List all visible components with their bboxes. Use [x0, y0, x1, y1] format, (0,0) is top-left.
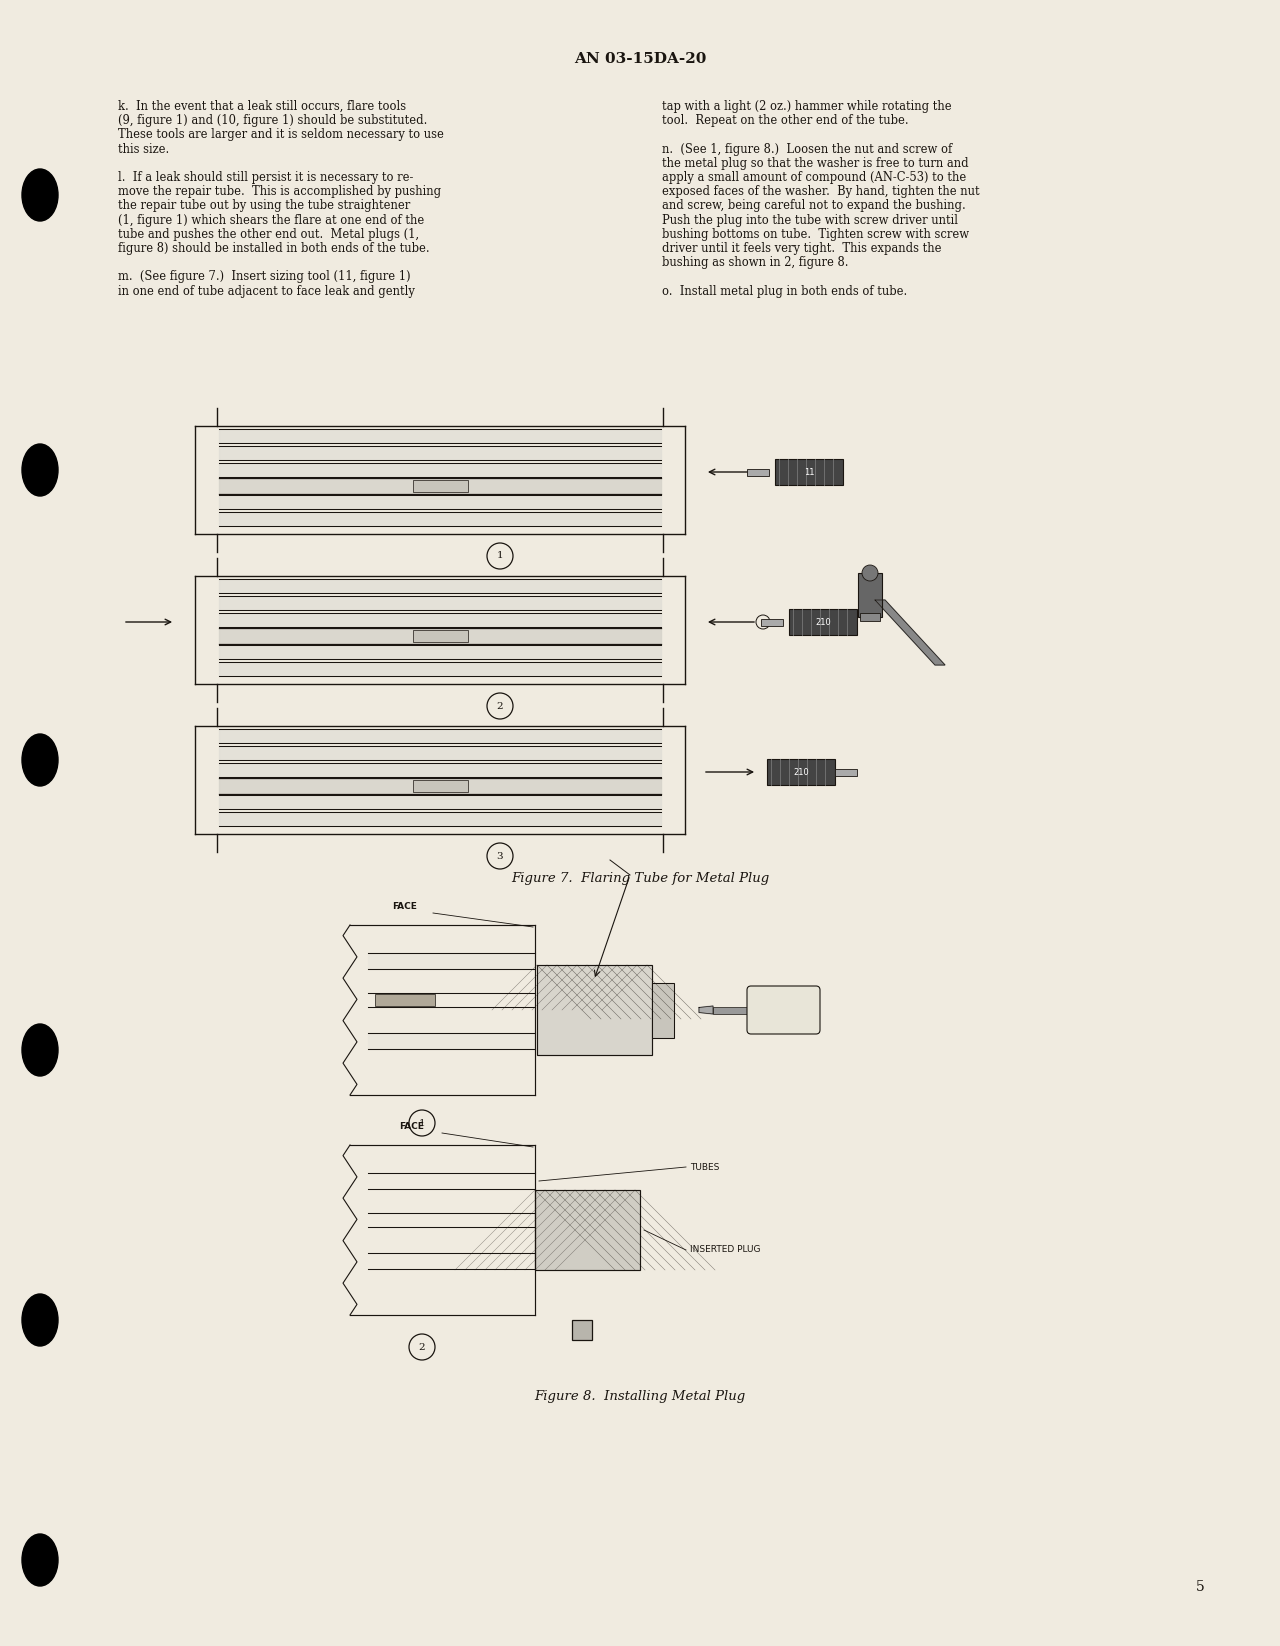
Text: apply a small amount of compound (AN-C-53) to the: apply a small amount of compound (AN-C-5…: [662, 171, 966, 184]
Text: m.  (See figure 7.)  Insert sizing tool (11, figure 1): m. (See figure 7.) Insert sizing tool (1…: [118, 270, 411, 283]
Text: tool.  Repeat on the other end of the tube.: tool. Repeat on the other end of the tub…: [662, 114, 909, 127]
Text: 1: 1: [497, 551, 503, 561]
Ellipse shape: [22, 734, 58, 787]
Bar: [413, 780, 468, 792]
Text: 11: 11: [804, 467, 814, 476]
Bar: [375, 994, 435, 1006]
Text: figure 8) should be installed in both ends of the tube.: figure 8) should be installed in both en…: [118, 242, 430, 255]
Text: FACE: FACE: [393, 902, 417, 910]
Text: (1, figure 1) which shears the flare at one end of the: (1, figure 1) which shears the flare at …: [118, 214, 424, 227]
Text: Figure 8.  Installing Metal Plug: Figure 8. Installing Metal Plug: [534, 1389, 746, 1402]
Bar: [538, 965, 652, 1055]
Circle shape: [861, 565, 878, 581]
Polygon shape: [699, 1006, 713, 1014]
FancyBboxPatch shape: [748, 986, 820, 1034]
Text: the repair tube out by using the tube straightener: the repair tube out by using the tube st…: [118, 199, 411, 212]
Text: INSERTED PLUG: INSERTED PLUG: [690, 1246, 760, 1254]
Text: AN 03-15DA-20: AN 03-15DA-20: [573, 53, 707, 66]
Bar: [762, 619, 783, 625]
Text: tube and pushes the other end out.  Metal plugs (1,: tube and pushes the other end out. Metal…: [118, 227, 419, 240]
Text: the metal plug so that the washer is free to turn and: the metal plug so that the washer is fre…: [662, 156, 969, 170]
Bar: [858, 573, 882, 617]
Text: Push the plug into the tube with screw driver until: Push the plug into the tube with screw d…: [662, 214, 957, 227]
Text: n.  (See 1, figure 8.)  Loosen the nut and screw of: n. (See 1, figure 8.) Loosen the nut and…: [662, 143, 952, 156]
Bar: [713, 1006, 751, 1014]
Text: 210: 210: [815, 617, 831, 627]
Bar: [860, 612, 881, 621]
Bar: [767, 759, 835, 785]
Text: Figure 7.  Flaring Tube for Metal Plug: Figure 7. Flaring Tube for Metal Plug: [511, 872, 769, 886]
Text: 2: 2: [497, 701, 503, 711]
Text: TUBES: TUBES: [690, 1162, 719, 1172]
Polygon shape: [876, 601, 945, 665]
Bar: [413, 481, 468, 492]
Ellipse shape: [22, 170, 58, 221]
Text: in one end of tube adjacent to face leak and gently: in one end of tube adjacent to face leak…: [118, 285, 415, 298]
Text: These tools are larger and it is seldom necessary to use: These tools are larger and it is seldom …: [118, 128, 444, 142]
Text: 3: 3: [497, 851, 503, 861]
Text: and screw, being careful not to expand the bushing.: and screw, being careful not to expand t…: [662, 199, 965, 212]
Text: driver until it feels very tight.  This expands the: driver until it feels very tight. This e…: [662, 242, 942, 255]
Bar: [774, 459, 844, 486]
Ellipse shape: [22, 1294, 58, 1346]
Ellipse shape: [22, 1024, 58, 1076]
Text: bushing bottoms on tube.  Tighten screw with screw: bushing bottoms on tube. Tighten screw w…: [662, 227, 969, 240]
Text: 5: 5: [1197, 1580, 1204, 1593]
Text: k.  In the event that a leak still occurs, flare tools: k. In the event that a leak still occurs…: [118, 100, 406, 114]
Text: 210: 210: [794, 767, 809, 777]
Ellipse shape: [22, 444, 58, 495]
Bar: [652, 983, 675, 1039]
Bar: [413, 630, 468, 642]
Bar: [748, 469, 769, 476]
Text: exposed faces of the washer.  By hand, tighten the nut: exposed faces of the washer. By hand, ti…: [662, 186, 979, 198]
Text: (9, figure 1) and (10, figure 1) should be substituted.: (9, figure 1) and (10, figure 1) should …: [118, 114, 428, 127]
Ellipse shape: [22, 1534, 58, 1587]
Bar: [535, 1190, 640, 1271]
Text: l.  If a leak should still persist it is necessary to re-: l. If a leak should still persist it is …: [118, 171, 413, 184]
Text: move the repair tube.  This is accomplished by pushing: move the repair tube. This is accomplish…: [118, 186, 442, 198]
Text: 1: 1: [419, 1119, 425, 1128]
Text: 2: 2: [419, 1343, 425, 1351]
Text: this size.: this size.: [118, 143, 169, 156]
Bar: [572, 1320, 591, 1340]
Bar: [788, 609, 858, 635]
Text: bushing as shown in 2, figure 8.: bushing as shown in 2, figure 8.: [662, 257, 849, 270]
Text: tap with a light (2 oz.) hammer while rotating the: tap with a light (2 oz.) hammer while ro…: [662, 100, 951, 114]
Text: FACE: FACE: [399, 1123, 425, 1131]
Text: o.  Install metal plug in both ends of tube.: o. Install metal plug in both ends of tu…: [662, 285, 908, 298]
Bar: [835, 769, 858, 775]
